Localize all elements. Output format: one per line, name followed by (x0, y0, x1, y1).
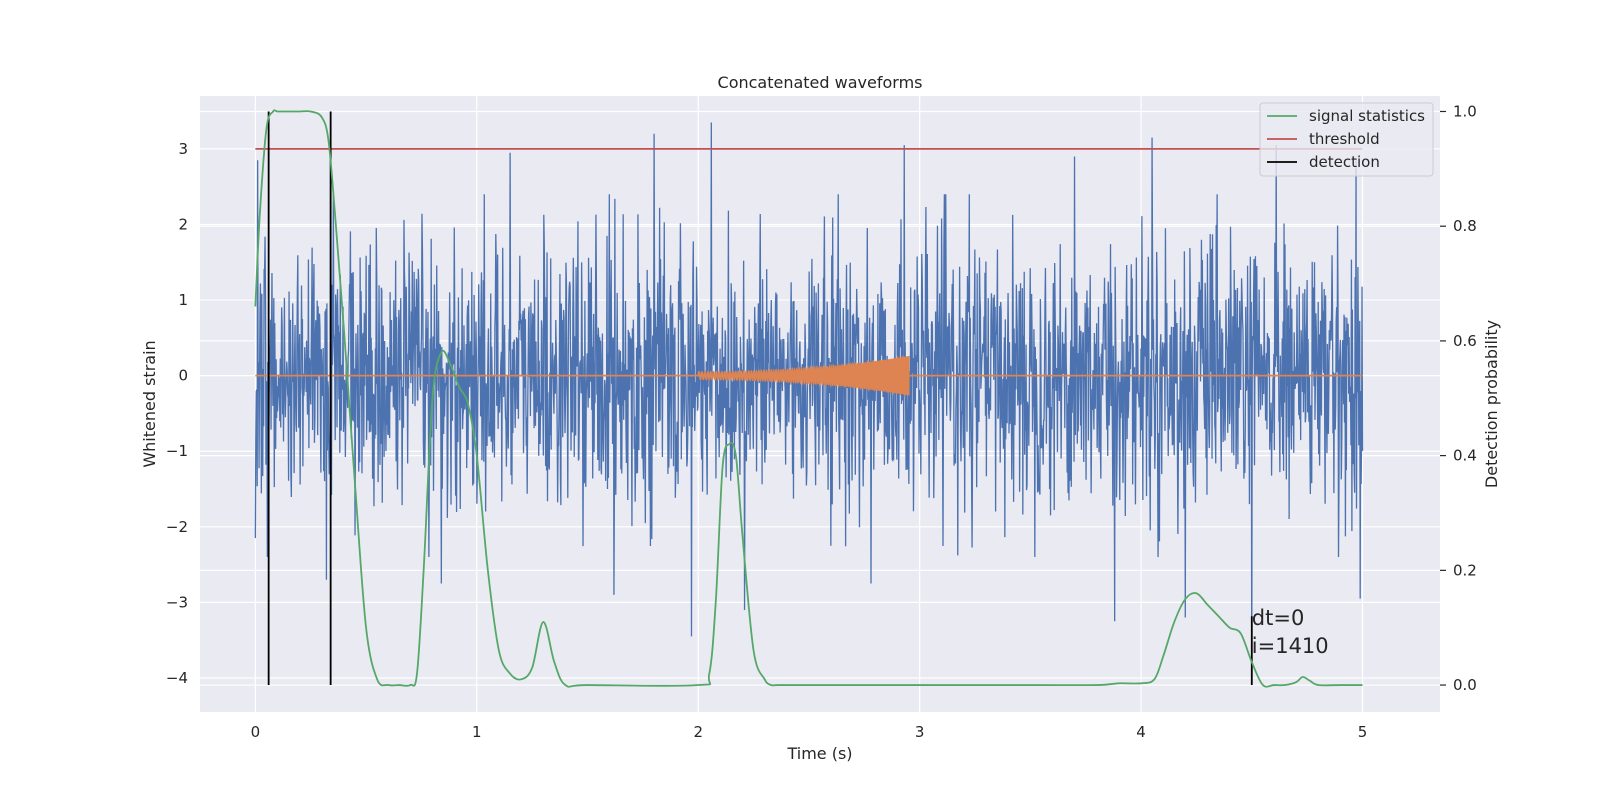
y-tick-label-left: 2 (178, 215, 188, 233)
y-tick-label-right: 1.0 (1453, 102, 1477, 120)
y-tick-label-right: 0.2 (1453, 561, 1477, 579)
legend-label-threshold: threshold (1309, 130, 1380, 148)
y-axis-label-right: Detection probability (1482, 320, 1501, 488)
y-tick-label-left: −1 (166, 442, 188, 460)
annotations: dt=0 i=1410 (1252, 606, 1329, 658)
y-tick-label-right: 0.6 (1453, 332, 1477, 350)
y-tick-label-left: 3 (178, 140, 188, 158)
whitened-strain-series (254, 122, 1364, 682)
y-axis-ticks-left: −4 −3 −2 −1 0 1 2 3 (166, 140, 188, 687)
y-tick-label-right: 0.4 (1453, 447, 1477, 465)
legend-frame (1259, 102, 1434, 177)
x-tick-label: 3 (915, 723, 925, 741)
y-tick-label-left: −3 (166, 593, 188, 611)
signal-statistics-series (254, 109, 1363, 688)
y-tick-label-left: 0 (178, 367, 188, 385)
annotation-text: i=1410 (1252, 634, 1329, 658)
x-axis-label: Time (s) (786, 744, 852, 763)
x-tick-label: 4 (1136, 723, 1146, 741)
legend: signal statistics threshold detection (1259, 102, 1434, 177)
y-axis-ticks-right: 0.0 0.2 0.4 0.6 0.8 1.0 (1440, 102, 1477, 694)
legend-label-signal-statistics: signal statistics (1309, 107, 1425, 125)
annotation-text: dt=0 (1252, 606, 1305, 630)
y-tick-label-right: 0.8 (1453, 217, 1477, 235)
y-tick-label-left: 1 (178, 291, 188, 309)
x-tick-label: 5 (1358, 723, 1368, 741)
y-tick-label-right: 0.0 (1453, 676, 1477, 694)
signal-statistics-line (254, 109, 1363, 688)
legend-label-detection: detection (1309, 153, 1380, 171)
injected-waveform-chirp (697, 354, 910, 397)
injected-waveform-series (255, 354, 1363, 397)
y-axis-label-left: Whitened strain (140, 340, 159, 467)
y-tick-label-left: −4 (166, 669, 188, 687)
y-tick-label-left: −2 (166, 518, 188, 536)
whitened-strain-line (254, 122, 1364, 682)
detection-series (267, 111, 1253, 686)
x-tick-label: 0 (251, 723, 261, 741)
chart-title: Concatenated waveforms (718, 73, 923, 92)
x-axis-ticks: 0 1 2 3 4 5 (251, 723, 1368, 741)
x-tick-label: 1 (472, 723, 482, 741)
x-tick-label: 2 (693, 723, 703, 741)
